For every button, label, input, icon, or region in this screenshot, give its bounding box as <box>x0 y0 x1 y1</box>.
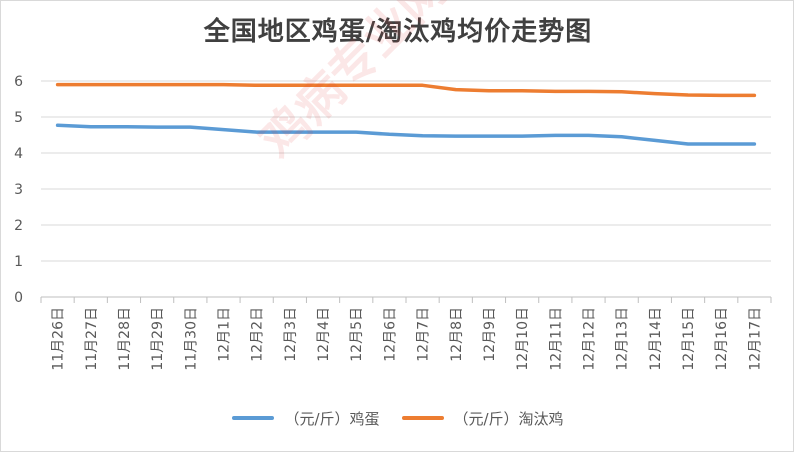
x-tick-label: 12月17日 <box>747 307 763 371</box>
x-tick-label: 11月30日 <box>183 307 199 371</box>
x-tick-label: 11月26日 <box>51 307 67 371</box>
x-tick-label: 12月7日 <box>416 307 432 362</box>
legend-label-eggs: （元/斤）鸡蛋 <box>284 409 380 428</box>
x-tick-label: 12月6日 <box>382 307 398 362</box>
x-tick-label: 12月5日 <box>349 307 365 362</box>
series-line-spent-hens <box>55 82 757 98</box>
x-tick-label: 12月14日 <box>648 307 664 371</box>
legend-item-spent-hens: （元/斤）淘汰鸡 <box>401 408 564 429</box>
x-tick-label: 12月15日 <box>681 307 697 371</box>
legend-label-spent-hens: （元/斤）淘汰鸡 <box>453 409 564 428</box>
y-tick-label: 6 <box>14 74 23 90</box>
x-tick-label: 11月28日 <box>117 307 133 371</box>
y-tick-label: 2 <box>14 218 23 234</box>
x-tick-label: 12月1日 <box>217 307 233 362</box>
y-tick-label: 0 <box>14 290 23 306</box>
x-tick-label: 11月27日 <box>84 307 100 371</box>
y-tick-label: 1 <box>14 254 23 270</box>
x-tick-label: 12月4日 <box>316 307 332 362</box>
legend: （元/斤）鸡蛋 （元/斤）淘汰鸡 <box>1 403 794 433</box>
legend-swatch-spent-hens <box>401 416 444 420</box>
x-tick-label: 12月16日 <box>714 307 730 371</box>
y-tick-label: 4 <box>14 146 23 162</box>
x-tick-label: 12月12日 <box>582 307 598 371</box>
y-tick-label: 3 <box>14 182 23 198</box>
x-tick-label: 12月9日 <box>482 307 498 362</box>
chart-title: 全国地区鸡蛋/淘汰鸡均价走势图 <box>203 17 593 47</box>
x-tick-label: 12月2日 <box>250 307 266 362</box>
x-tick-label: 11月29日 <box>150 307 166 371</box>
legend-item-eggs: （元/斤）鸡蛋 <box>232 408 380 429</box>
series-line-eggs <box>55 123 757 146</box>
x-tick-label: 12月3日 <box>283 307 299 362</box>
x-tick-label: 12月11日 <box>548 307 564 371</box>
x-tick-label: 12月13日 <box>615 307 631 371</box>
x-tick-label: 12月8日 <box>449 307 465 362</box>
x-tick-label: 12月10日 <box>515 307 531 371</box>
y-tick-label: 5 <box>14 110 23 126</box>
legend-swatch-eggs <box>232 416 275 420</box>
